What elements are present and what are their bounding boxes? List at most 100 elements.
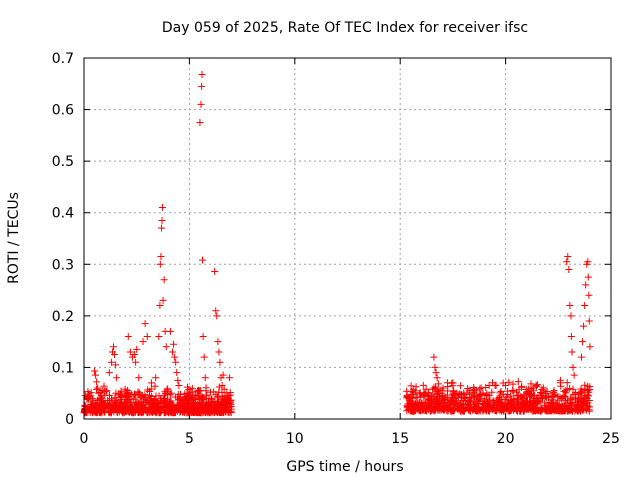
data-point-baseline bbox=[417, 393, 425, 401]
data-point bbox=[157, 253, 165, 261]
x-tick-label: 10 bbox=[286, 431, 304, 447]
data-point-baseline bbox=[200, 404, 208, 412]
data-point-baseline bbox=[434, 395, 442, 403]
data-point-baseline bbox=[147, 385, 155, 393]
data-point-baseline bbox=[448, 379, 456, 387]
data-point-baseline bbox=[503, 393, 511, 401]
data-point-baseline bbox=[208, 395, 216, 403]
data-point bbox=[569, 363, 577, 371]
data-point-baseline bbox=[507, 397, 515, 405]
data-point bbox=[159, 296, 167, 304]
data-point-baseline bbox=[566, 384, 574, 392]
data-point-baseline bbox=[116, 402, 124, 410]
data-point-baseline bbox=[469, 387, 477, 395]
data-point-baseline bbox=[575, 396, 583, 404]
data-point bbox=[173, 369, 181, 377]
data-point-baseline bbox=[149, 403, 157, 411]
data-point bbox=[111, 351, 119, 359]
data-point bbox=[579, 338, 587, 346]
data-point-baseline bbox=[81, 408, 89, 416]
data-point bbox=[567, 332, 575, 340]
data-point-baseline bbox=[470, 383, 478, 391]
data-point-baseline bbox=[175, 395, 183, 403]
data-point-baseline bbox=[423, 406, 431, 414]
data-point-baseline bbox=[224, 408, 232, 416]
data-point-baseline bbox=[433, 389, 441, 397]
data-point-baseline bbox=[538, 389, 546, 397]
data-point bbox=[582, 281, 590, 289]
x-tick-label: 5 bbox=[185, 431, 194, 447]
data-point bbox=[158, 204, 166, 212]
data-point-baseline bbox=[439, 405, 447, 413]
data-point-baseline bbox=[447, 398, 455, 406]
data-point-baseline bbox=[103, 401, 111, 409]
data-point bbox=[152, 374, 160, 382]
data-point bbox=[196, 118, 204, 126]
y-tick-label: 0.3 bbox=[52, 257, 74, 273]
data-point-baseline bbox=[427, 399, 435, 407]
data-point-baseline bbox=[416, 405, 424, 413]
data-point bbox=[198, 256, 206, 264]
data-point bbox=[433, 374, 441, 382]
data-point bbox=[172, 358, 180, 366]
data-point-baseline bbox=[438, 392, 446, 400]
data-point bbox=[143, 332, 151, 340]
data-point-baseline bbox=[485, 392, 493, 400]
data-point-baseline bbox=[121, 406, 129, 414]
x-axis-label: GPS time / hours bbox=[286, 459, 403, 475]
data-point-baseline bbox=[107, 409, 115, 417]
data-point-baseline bbox=[172, 405, 180, 413]
data-point-baseline bbox=[450, 400, 458, 408]
data-point-baseline bbox=[224, 395, 232, 403]
data-point-baseline bbox=[561, 392, 569, 400]
data-point-baseline bbox=[518, 383, 526, 391]
data-point-baseline bbox=[549, 404, 557, 412]
data-point-baseline bbox=[525, 401, 533, 409]
data-point-baseline bbox=[143, 386, 151, 394]
chart-title: Day 059 of 2025, Rate Of TEC Index for r… bbox=[162, 20, 528, 36]
data-point bbox=[225, 374, 233, 382]
data-point bbox=[214, 338, 222, 346]
data-point-baseline bbox=[557, 382, 565, 390]
data-point-baseline bbox=[560, 388, 568, 396]
data-point-baseline bbox=[533, 381, 541, 389]
data-point bbox=[139, 338, 147, 346]
data-point-baseline bbox=[510, 388, 518, 396]
data-point-baseline bbox=[496, 406, 504, 414]
data-point-baseline bbox=[505, 378, 513, 386]
data-point-baseline bbox=[220, 385, 228, 393]
data-point-baseline bbox=[581, 391, 589, 399]
y-tick-label: 0 bbox=[65, 412, 74, 428]
data-point-baseline bbox=[530, 387, 538, 395]
data-point-baseline bbox=[138, 391, 146, 399]
x-tick-label: 20 bbox=[497, 431, 515, 447]
data-point-baseline bbox=[548, 393, 556, 401]
data-point bbox=[584, 273, 592, 281]
data-point-baseline bbox=[476, 391, 484, 399]
data-point-baseline bbox=[560, 406, 568, 414]
data-point-baseline bbox=[505, 406, 513, 414]
data-point-baseline bbox=[464, 384, 472, 392]
data-point-baseline bbox=[191, 404, 199, 412]
data-point-baseline bbox=[537, 392, 545, 400]
data-point-baseline bbox=[122, 394, 130, 402]
data-point bbox=[564, 253, 572, 261]
data-point-baseline bbox=[492, 381, 500, 389]
data-point bbox=[126, 348, 134, 356]
x-tick-label: 25 bbox=[602, 431, 620, 447]
y-tick-label: 0.7 bbox=[52, 51, 74, 67]
data-point-baseline bbox=[85, 390, 93, 398]
data-point-baseline bbox=[160, 395, 168, 403]
data-point bbox=[156, 302, 164, 310]
data-point-baseline bbox=[509, 400, 517, 408]
data-point-baseline bbox=[86, 405, 94, 413]
data-point-baseline bbox=[434, 380, 442, 388]
data-point-baseline bbox=[135, 408, 143, 416]
data-point bbox=[166, 327, 174, 335]
data-point-baseline bbox=[188, 384, 196, 392]
data-point-baseline bbox=[214, 398, 222, 406]
data-point bbox=[91, 367, 99, 375]
data-point-baseline bbox=[454, 405, 462, 413]
data-point-baseline bbox=[409, 391, 417, 399]
data-point-baseline bbox=[520, 391, 528, 399]
